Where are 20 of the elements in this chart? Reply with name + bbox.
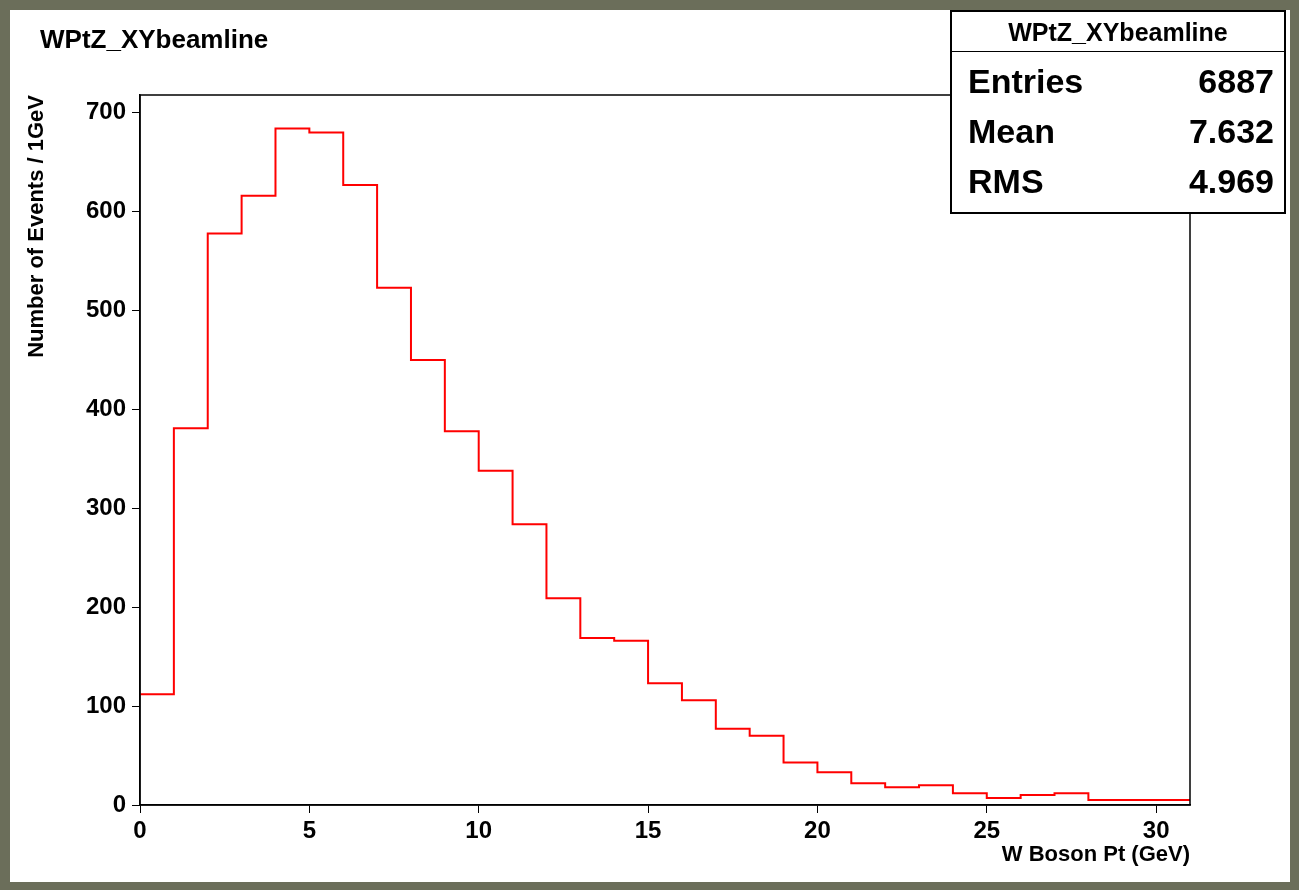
- x-tick-label: 0: [133, 816, 147, 844]
- text: RMS 4.969: [968, 162, 1274, 200]
- y-tick-label: 0: [112, 789, 126, 817]
- y-tick-label: 100: [85, 690, 126, 718]
- text: Entries 6887: [968, 62, 1274, 100]
- x-tick-label: 5: [302, 816, 317, 844]
- y-tick-label: 700: [85, 97, 126, 125]
- y-tick-label: 400: [85, 394, 126, 422]
- chart-title: WPtZ_XYbeamline: [40, 24, 269, 55]
- x-tick-label: 20: [804, 816, 831, 844]
- text: WPtZ_XYbeamline: [952, 12, 1284, 52]
- text: Mean 7.632: [968, 112, 1274, 150]
- y-tick-label: 600: [85, 196, 126, 224]
- y-tick-label: 500: [85, 295, 126, 323]
- y-axis-title: Number of Events / 1GeV: [23, 94, 49, 358]
- x-tick-label: 15: [634, 816, 662, 844]
- y-tick-label: 200: [85, 591, 126, 619]
- x-tick-label: 25: [973, 816, 1001, 844]
- y-tick-label: 300: [85, 492, 126, 520]
- x-tick-label: 10: [465, 816, 493, 844]
